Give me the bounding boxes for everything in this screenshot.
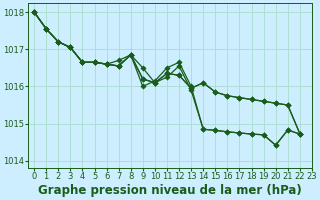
X-axis label: Graphe pression niveau de la mer (hPa): Graphe pression niveau de la mer (hPa)	[38, 184, 302, 197]
